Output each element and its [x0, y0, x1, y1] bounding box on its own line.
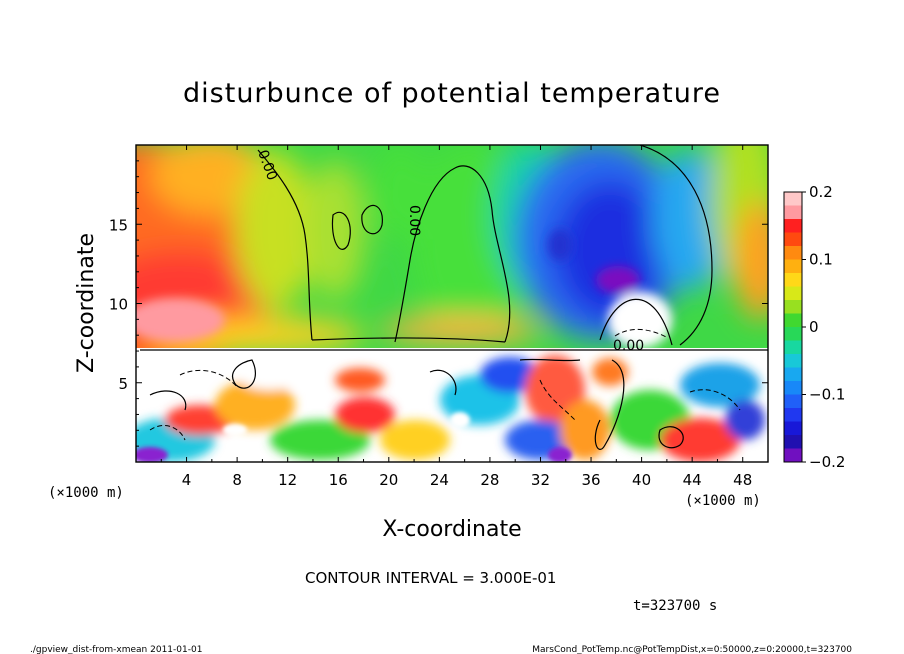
colorbar-step — [784, 205, 802, 220]
x-tick-label: 16 — [329, 471, 348, 489]
x-axis-ticks: 4 8 12 16 20 24 28 32 36 40 44 48 — [160, 145, 752, 489]
x-tick-label: 28 — [480, 471, 499, 489]
colorbar-step — [784, 381, 802, 395]
x-axis-unit-right: (×1000 m) — [685, 493, 761, 509]
x-tick-label: 8 — [232, 471, 242, 489]
colorbar-step — [784, 340, 802, 355]
x-axis-label: X-coordinate — [382, 517, 521, 542]
colorbar-tick-label: 0 — [809, 318, 819, 336]
colorbar-step — [784, 273, 802, 287]
x-tick-label: 48 — [733, 471, 752, 489]
colorbar-step — [784, 259, 802, 274]
colorbar-step — [784, 286, 802, 301]
y-tick-label: 10 — [109, 296, 128, 314]
colorbar-step — [784, 246, 802, 260]
colorbar: 0.2 0.1 0 −0.1 −0.2 — [783, 183, 845, 471]
footer-right: MarsCond_PotTemp.nc@PotTempDist,x=0:5000… — [532, 645, 852, 654]
colorbar-tick-label: 0.2 — [809, 183, 833, 201]
y-axis-label: Z-coordinate — [74, 233, 99, 373]
x-tick-label: 24 — [430, 471, 449, 489]
time-label: t=323700 s — [633, 598, 717, 614]
colorbar-tick-label: −0.1 — [809, 386, 845, 404]
x-axis-unit-left: (×1000 m) — [48, 485, 124, 501]
colorbar-step — [784, 327, 802, 341]
colorbar-step — [784, 435, 802, 449]
footer-left: ./gpview_dist-from-xmean 2011-01-01 — [30, 645, 202, 654]
y-tick-label: 5 — [118, 375, 128, 393]
colorbar-step — [784, 421, 802, 436]
colorbar-step — [784, 192, 802, 206]
colorbar-step — [784, 219, 802, 233]
x-tick-label: 20 — [379, 471, 398, 489]
colorbar-step — [784, 394, 802, 409]
colorbar-step — [784, 313, 802, 328]
x-tick-label: 12 — [278, 471, 297, 489]
colorbar-ticks: 0.2 0.1 0 −0.1 −0.2 — [802, 183, 845, 471]
colorbar-steps — [784, 192, 802, 463]
colorbar-step — [784, 300, 802, 314]
colorbar-step — [784, 408, 802, 422]
y-axis-ticks: 5 10 15 — [109, 160, 768, 447]
contour-label: 0.00 — [613, 338, 644, 354]
chart-title: disturbunce of potential temperature — [183, 78, 721, 109]
colorbar-step — [784, 354, 802, 368]
x-tick-label: 4 — [182, 471, 192, 489]
y-tick-label: 15 — [109, 216, 128, 234]
heatmap-field — [136, 145, 768, 462]
contour-label: 0.00 — [406, 205, 422, 236]
contour-interval: CONTOUR INTERVAL = 3.000E-01 — [305, 569, 556, 587]
x-tick-label: 36 — [581, 471, 600, 489]
x-tick-label: 32 — [531, 471, 550, 489]
colorbar-tick-label: 0.1 — [809, 251, 833, 269]
colorbar-step — [784, 232, 802, 247]
x-tick-label: 44 — [683, 471, 702, 489]
colorbar-step — [784, 448, 802, 463]
colorbar-tick-label: −0.2 — [809, 453, 845, 471]
colorbar-step — [784, 367, 802, 382]
x-tick-label: 40 — [632, 471, 651, 489]
